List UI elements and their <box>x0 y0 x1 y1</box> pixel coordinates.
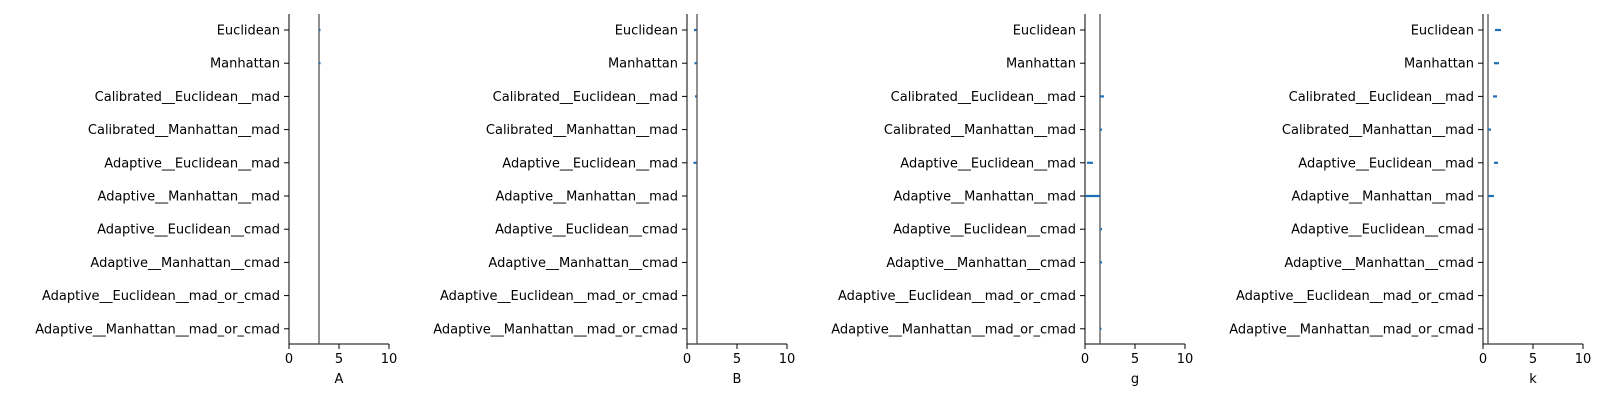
y-tick-label: Calibrated__Manhattan__mad <box>1282 123 1474 138</box>
y-tick-label: Calibrated__Manhattan__mad <box>884 123 1076 138</box>
y-tick-label: Adaptive__Euclidean__mad <box>502 156 678 171</box>
y-tick-label: Euclidean <box>615 24 678 39</box>
y-tick-label: Adaptive__Euclidean__mad <box>1298 156 1474 171</box>
x-tick-label: 0 <box>285 352 293 367</box>
y-tick-label: Adaptive__Euclidean__cmad <box>1291 223 1474 238</box>
x-tick-label: 10 <box>779 352 796 367</box>
x-tick-label: 5 <box>1529 352 1537 367</box>
y-tick-label: Adaptive__Manhattan__mad <box>1292 190 1474 205</box>
y-tick-label: Adaptive__Manhattan__mad <box>496 190 678 205</box>
y-tick-label: Calibrated__Euclidean__mad <box>493 90 678 105</box>
y-tick-label: Calibrated__Euclidean__mad <box>891 90 1076 105</box>
y-tick-label: Adaptive__Manhattan__cmad <box>886 256 1076 271</box>
x-axis-label: k <box>1529 372 1537 387</box>
y-tick-label: Adaptive__Manhattan__cmad <box>1284 256 1474 271</box>
y-tick-label: Manhattan <box>1006 57 1076 72</box>
x-axis-label: A <box>335 372 344 387</box>
y-tick-label: Adaptive__Euclidean__cmad <box>893 223 1076 238</box>
y-tick-label: Adaptive__Euclidean__mad_or_cmad <box>440 289 678 304</box>
y-tick-label: Adaptive__Euclidean__cmad <box>97 223 280 238</box>
y-tick-label: Adaptive__Euclidean__mad <box>900 156 1076 171</box>
x-tick-label: 0 <box>1479 352 1487 367</box>
y-tick-label: Adaptive__Manhattan__mad_or_cmad <box>35 322 280 337</box>
y-tick-label: Adaptive__Euclidean__mad_or_cmad <box>42 289 280 304</box>
y-tick-label: Adaptive__Manhattan__cmad <box>90 256 280 271</box>
x-tick-label: 5 <box>733 352 741 367</box>
y-tick-label: Manhattan <box>608 57 678 72</box>
y-tick-label: Adaptive__Manhattan__mad_or_cmad <box>433 322 678 337</box>
y-tick-label: Adaptive__Manhattan__mad_or_cmad <box>1229 322 1474 337</box>
x-tick-label: 10 <box>1177 352 1194 367</box>
x-tick-label: 0 <box>683 352 691 367</box>
y-tick-label: Adaptive__Euclidean__mad_or_cmad <box>1236 289 1474 304</box>
y-tick-label: Euclidean <box>217 24 280 39</box>
x-axis-label: g <box>1131 372 1139 387</box>
y-tick-label: Manhattan <box>1404 57 1474 72</box>
x-tick-label: 10 <box>1575 352 1592 367</box>
y-tick-label: Adaptive__Euclidean__mad <box>104 156 280 171</box>
x-tick-label: 5 <box>1131 352 1139 367</box>
x-tick-label: 0 <box>1081 352 1089 367</box>
x-axis-label: B <box>733 372 742 387</box>
y-tick-label: Adaptive__Euclidean__mad_or_cmad <box>838 289 1076 304</box>
y-tick-label: Adaptive__Manhattan__cmad <box>488 256 678 271</box>
y-tick-label: Calibrated__Euclidean__mad <box>95 90 280 105</box>
y-tick-label: Manhattan <box>210 57 280 72</box>
y-tick-label: Adaptive__Euclidean__cmad <box>495 223 678 238</box>
x-tick-label: 5 <box>335 352 343 367</box>
y-tick-label: Calibrated__Manhattan__mad <box>486 123 678 138</box>
y-tick-label: Calibrated__Manhattan__mad <box>88 123 280 138</box>
y-tick-label: Adaptive__Manhattan__mad_or_cmad <box>831 322 1076 337</box>
y-tick-label: Euclidean <box>1411 24 1474 39</box>
y-tick-label: Euclidean <box>1013 24 1076 39</box>
y-tick-label: Adaptive__Manhattan__mad <box>894 190 1076 205</box>
y-tick-label: Calibrated__Euclidean__mad <box>1289 90 1474 105</box>
x-tick-label: 10 <box>381 352 398 367</box>
y-tick-label: Adaptive__Manhattan__mad <box>98 190 280 205</box>
